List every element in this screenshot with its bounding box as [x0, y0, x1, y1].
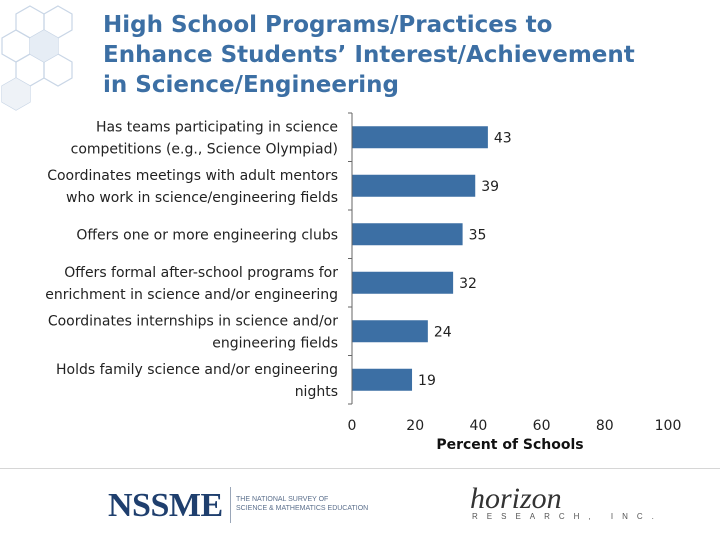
- data-label-5: 24: [434, 324, 452, 340]
- nssme-logo-subtitle: THE NATIONAL SURVEY OF SCIENCE & MATHEMA…: [236, 495, 386, 513]
- nssme-logo-divider: [230, 487, 231, 523]
- category-label-group: Has teams participating in science compet…: [45, 119, 338, 400]
- data-label-2: 39: [481, 179, 499, 195]
- horizon-logo-wordmark: horizon: [470, 482, 562, 515]
- data-label-group: 43 39 35 32 24 19: [418, 130, 512, 389]
- bar-5: [352, 320, 428, 343]
- slide-title-line-3: in Science/Engineering: [103, 72, 400, 98]
- x-tick-label-0: 0: [348, 418, 357, 434]
- x-tick-label-80: 80: [596, 418, 614, 434]
- data-label-3: 35: [469, 227, 487, 243]
- slide-title-line-2: Enhance Students’ Interest/Achievement: [103, 42, 635, 68]
- bar-4: [352, 271, 454, 294]
- bar-2: [352, 174, 476, 197]
- bar-1: [352, 126, 488, 149]
- x-tick-label-60: 60: [533, 418, 551, 434]
- horizon-logo-subtitle: RESEARCH, INC.: [472, 512, 663, 521]
- category-label-4: Offers formal after-school programs for e…: [45, 265, 338, 303]
- category-label-3: Offers one or more engineering clubs: [76, 227, 338, 243]
- x-tick-label-20: 20: [406, 418, 424, 434]
- data-label-6: 19: [418, 373, 436, 389]
- category-label-5: Coordinates internships in science and/o…: [48, 313, 338, 351]
- tick-label-group: 0 20 40 60 80 100: [348, 418, 682, 434]
- category-label-2: Coordinates meetings with adult mentors w…: [47, 168, 338, 206]
- bar-6: [352, 368, 413, 391]
- nssme-logo: NSSME: [108, 487, 223, 524]
- data-label-1: 43: [494, 130, 512, 146]
- footer-divider: [0, 468, 720, 469]
- bar-3: [352, 223, 463, 246]
- horizon-research-logo: horizon: [470, 482, 562, 516]
- x-tick-label-100: 100: [655, 418, 682, 434]
- data-label-4: 32: [459, 276, 477, 292]
- nssme-subtitle-line-1: THE NATIONAL SURVEY OF: [236, 496, 329, 503]
- x-tick-label-40: 40: [469, 418, 487, 434]
- axes-group: [348, 112, 353, 405]
- slide-title: High School Programs/Practices to Enhanc…: [103, 10, 703, 100]
- category-label-6: Holds family science and/or engineering n…: [56, 362, 338, 400]
- nssme-subtitle-line-2: SCIENCE & MATHEMATICS EDUCATION: [236, 505, 369, 512]
- hexagon-pattern-decoration: [1, 5, 73, 111]
- slide-title-line-1: High School Programs/Practices to: [103, 12, 553, 38]
- category-label-1: Has teams participating in science compet…: [71, 119, 338, 157]
- x-axis-title: Percent of Schools: [436, 437, 583, 453]
- bar-group: [352, 126, 488, 391]
